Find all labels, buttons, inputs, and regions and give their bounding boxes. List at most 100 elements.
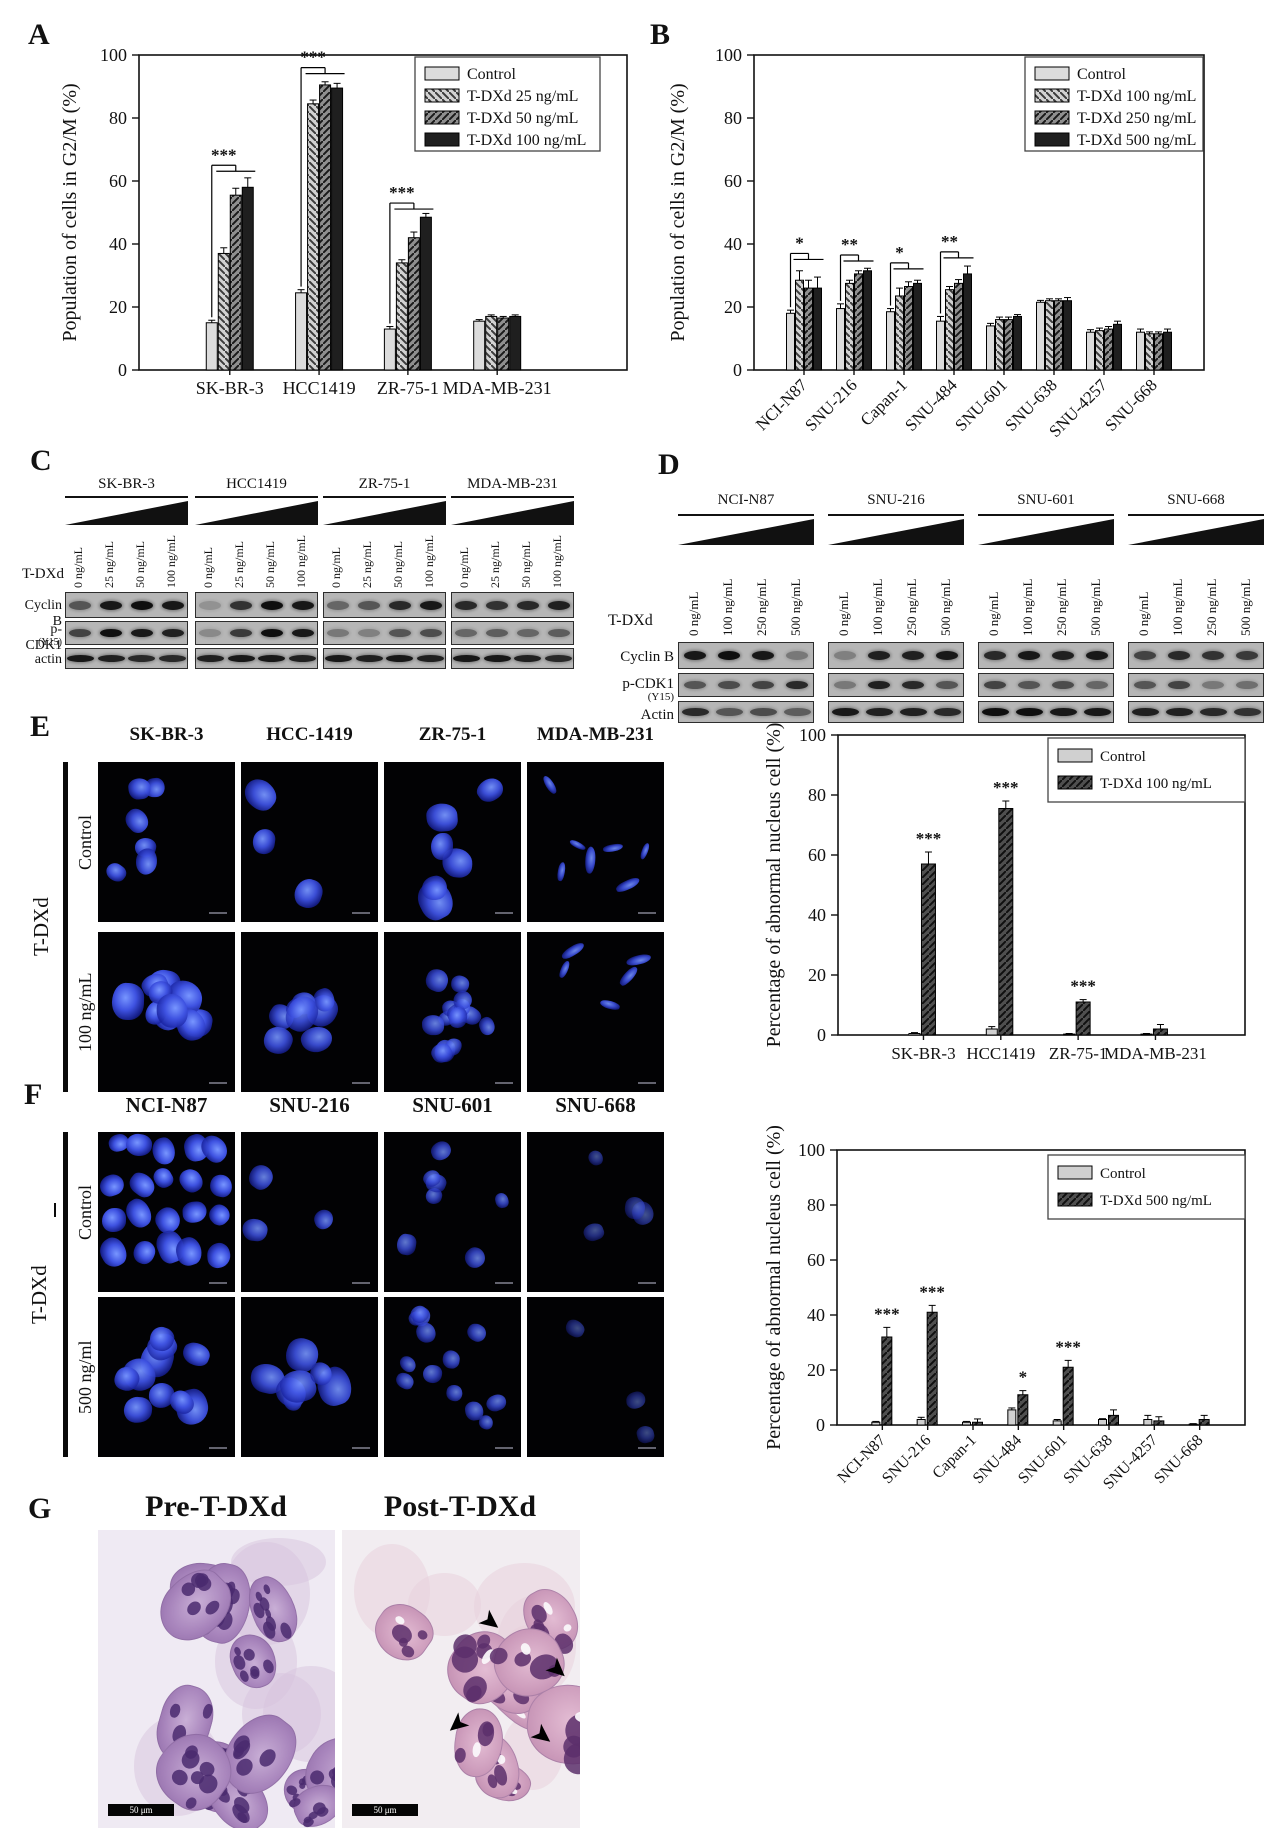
protein-band xyxy=(486,600,509,610)
legend-label: Control xyxy=(1077,66,1126,83)
bar xyxy=(1013,315,1022,371)
bar xyxy=(217,252,230,371)
nucleus-blob xyxy=(422,965,452,995)
protein-band xyxy=(355,655,383,662)
nucleus-blob xyxy=(568,837,587,852)
lane-label: 100 ng/mL xyxy=(293,535,308,588)
bar xyxy=(509,315,522,371)
y-axis-label: Percentage of abnormal nucleus cell (%) xyxy=(763,1125,785,1450)
protein-band xyxy=(1083,708,1111,716)
legend-swatch xyxy=(1057,1192,1093,1207)
micrograph-panel-e: SK-BR-3 HCC-1419 ZR-75-1 MDA-MB-231 T-DXd Con… xyxy=(20,710,740,1095)
bar xyxy=(786,312,795,371)
bar xyxy=(331,87,344,371)
blot-strip xyxy=(978,701,1114,723)
protein-band xyxy=(386,655,414,662)
bar xyxy=(916,1419,926,1426)
protein-band xyxy=(130,600,153,610)
category-label: SNU-484 xyxy=(970,1432,1025,1487)
legend-swatch xyxy=(1034,132,1070,147)
protein-band xyxy=(899,708,927,716)
scale-mark-line xyxy=(351,1447,370,1449)
nucleus-dot xyxy=(261,1583,271,1595)
nucleus-blob xyxy=(557,959,572,979)
western-blot-panel-c: SK-BR-3 0 ng/mL 25 ng/mL 50 ng/mL 100 ng/mL H… xyxy=(20,470,640,705)
scale-mark-line xyxy=(351,912,370,914)
bar xyxy=(1004,319,1013,371)
vacuole-dot xyxy=(561,1622,573,1633)
category-label: ZR-75-1 xyxy=(1049,1044,1108,1063)
fluorescence-image xyxy=(98,1132,235,1292)
fluorescence-image xyxy=(241,932,378,1092)
nucleus-blob xyxy=(208,1172,235,1199)
protein-band xyxy=(514,655,542,662)
bar xyxy=(881,1336,893,1426)
bar xyxy=(1153,1420,1165,1426)
protein-band xyxy=(291,600,314,610)
legend-label: T-DXd 100 ng/mL xyxy=(1077,88,1196,105)
protein-band xyxy=(1049,708,1077,716)
chart-e-abnormal-nucleus-breast: 0 20 40 60 80 100 Percentage of abnormal nucle… xyxy=(763,723,1246,1063)
lane-label: 0 ng/mL xyxy=(201,547,216,588)
divider-bar xyxy=(63,1132,68,1457)
cell-line-header: SK-BR-3 xyxy=(98,476,155,492)
nucleus-blob xyxy=(204,1200,234,1229)
column-header: HCC-1419 xyxy=(266,724,353,745)
bar xyxy=(1145,333,1154,371)
row-label: Control xyxy=(75,1184,95,1240)
scale-mark-line xyxy=(637,912,656,914)
nucleus-blob xyxy=(556,861,567,882)
legend-swatch xyxy=(1034,110,1070,125)
protein-band xyxy=(358,629,381,637)
chart-a-g2m-breast: 0 20 40 60 80 100 Population of cells in G2/M … xyxy=(59,45,628,398)
protein-band xyxy=(161,600,184,610)
column-header: ZR-75-1 xyxy=(418,724,487,745)
protein-band xyxy=(196,655,224,662)
protein-band xyxy=(100,629,123,637)
nucleus-blob xyxy=(541,774,559,796)
bar xyxy=(307,103,320,371)
fluorescence-image xyxy=(98,932,235,1092)
bar xyxy=(419,216,432,371)
bar xyxy=(1098,1419,1107,1426)
nucleus-blob xyxy=(174,1164,207,1197)
lane-label: 100 ng/mL xyxy=(549,535,564,588)
protein-band xyxy=(752,651,774,660)
plot-frame xyxy=(138,54,628,371)
legend-label: Control xyxy=(467,66,516,83)
nucleus-blob xyxy=(121,805,153,837)
column-header: MDA-MB-231 xyxy=(536,724,655,745)
row-label: 500 ng/ml xyxy=(75,1340,95,1414)
vacuole-dot xyxy=(471,1741,482,1758)
cell-line-header: ZR-75-1 xyxy=(358,476,411,492)
row-label: 100 ng/mL xyxy=(75,972,95,1052)
western-blot-panel-d: NCI-N87 0 ng/mL 100 ng/mL 250 ng/mL 500 ng/m… xyxy=(600,470,1268,740)
protein-band xyxy=(455,629,478,637)
protein-band xyxy=(130,629,153,637)
protein-band xyxy=(260,600,283,610)
treatment-label: T-DXd xyxy=(22,566,64,582)
protein-band xyxy=(749,708,777,716)
scale-mark-line xyxy=(494,912,513,914)
significance-stars: ** xyxy=(941,232,958,251)
lane-label: 25 ng/mL xyxy=(102,541,117,588)
y-tick-label: 100 xyxy=(798,1140,825,1160)
y-tick-label: 80 xyxy=(724,108,742,128)
protein-band xyxy=(1202,651,1224,660)
protein-label: p-CDK1 xyxy=(622,676,674,692)
y-tick-label: 40 xyxy=(808,905,826,925)
header-underline xyxy=(678,514,814,516)
bar xyxy=(1095,330,1104,371)
protein-band xyxy=(933,708,961,716)
protein-band xyxy=(1052,651,1074,660)
fluorescence-image xyxy=(98,1297,235,1457)
panel-label-d: D xyxy=(658,448,680,481)
legend-label: Control xyxy=(1100,1166,1146,1182)
legend-label: T-DXd 250 ng/mL xyxy=(1077,110,1196,127)
nucleus-blob xyxy=(98,1172,127,1200)
treatment-label: T-DXd xyxy=(29,897,53,957)
nucleus-blob xyxy=(625,952,653,968)
bar xyxy=(1104,328,1113,371)
legend-swatch xyxy=(424,88,460,103)
nucleus-blob xyxy=(617,964,640,988)
